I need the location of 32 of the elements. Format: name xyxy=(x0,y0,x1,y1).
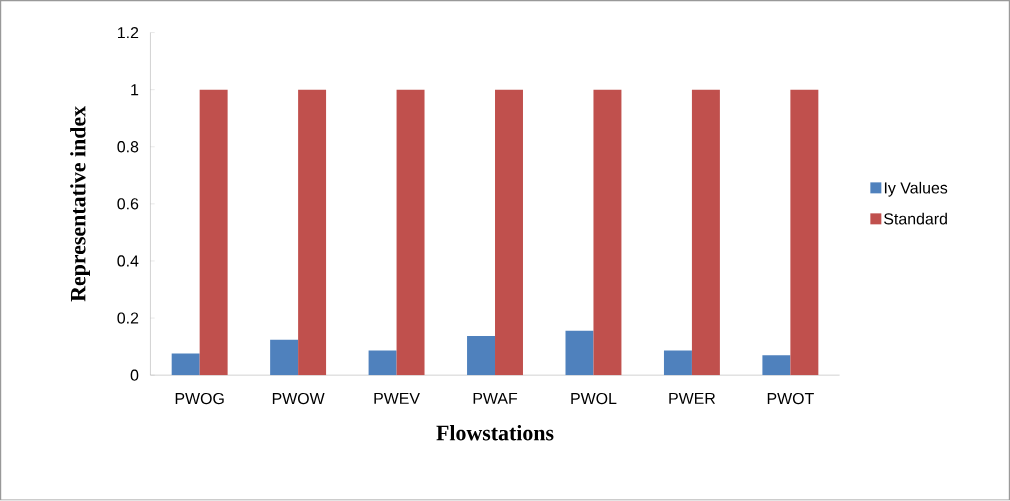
x-tick-label: PWOG xyxy=(175,393,224,405)
legend-label: Iy Values xyxy=(884,182,948,197)
bar xyxy=(762,355,791,376)
bar xyxy=(663,350,692,376)
y-tick-label: 0.4 xyxy=(117,255,139,267)
y-tick-label: 0.8 xyxy=(117,141,139,153)
bar xyxy=(593,89,622,376)
bar xyxy=(270,339,299,376)
x-tick-label: PWOT xyxy=(767,393,814,405)
y-tick-label: 0.6 xyxy=(117,198,139,210)
bar xyxy=(396,89,425,376)
x-tick-label: PWOW xyxy=(272,393,325,405)
y-tick-label: 0.2 xyxy=(117,312,139,324)
bar xyxy=(171,353,200,376)
bar xyxy=(691,89,720,376)
x-tick-label: PWOL xyxy=(571,393,617,405)
bar xyxy=(298,89,327,376)
bar xyxy=(790,89,819,376)
bar xyxy=(368,350,397,376)
bar xyxy=(565,330,594,376)
y-axis-title: Representative index xyxy=(70,106,90,302)
x-tick-label: PWER xyxy=(669,393,716,405)
y-tick-label: 0 xyxy=(130,369,139,381)
bar xyxy=(199,89,228,376)
bar xyxy=(467,336,496,376)
x-tick-label: PWEV xyxy=(374,393,420,405)
legend-label: Standard xyxy=(884,213,947,225)
x-tick-label: PWAF xyxy=(473,393,518,405)
x-axis-title: Flowstations xyxy=(436,425,554,441)
bar xyxy=(495,89,523,376)
y-tick-label: 1 xyxy=(131,84,139,96)
y-tick-label: 1.2 xyxy=(118,27,139,39)
